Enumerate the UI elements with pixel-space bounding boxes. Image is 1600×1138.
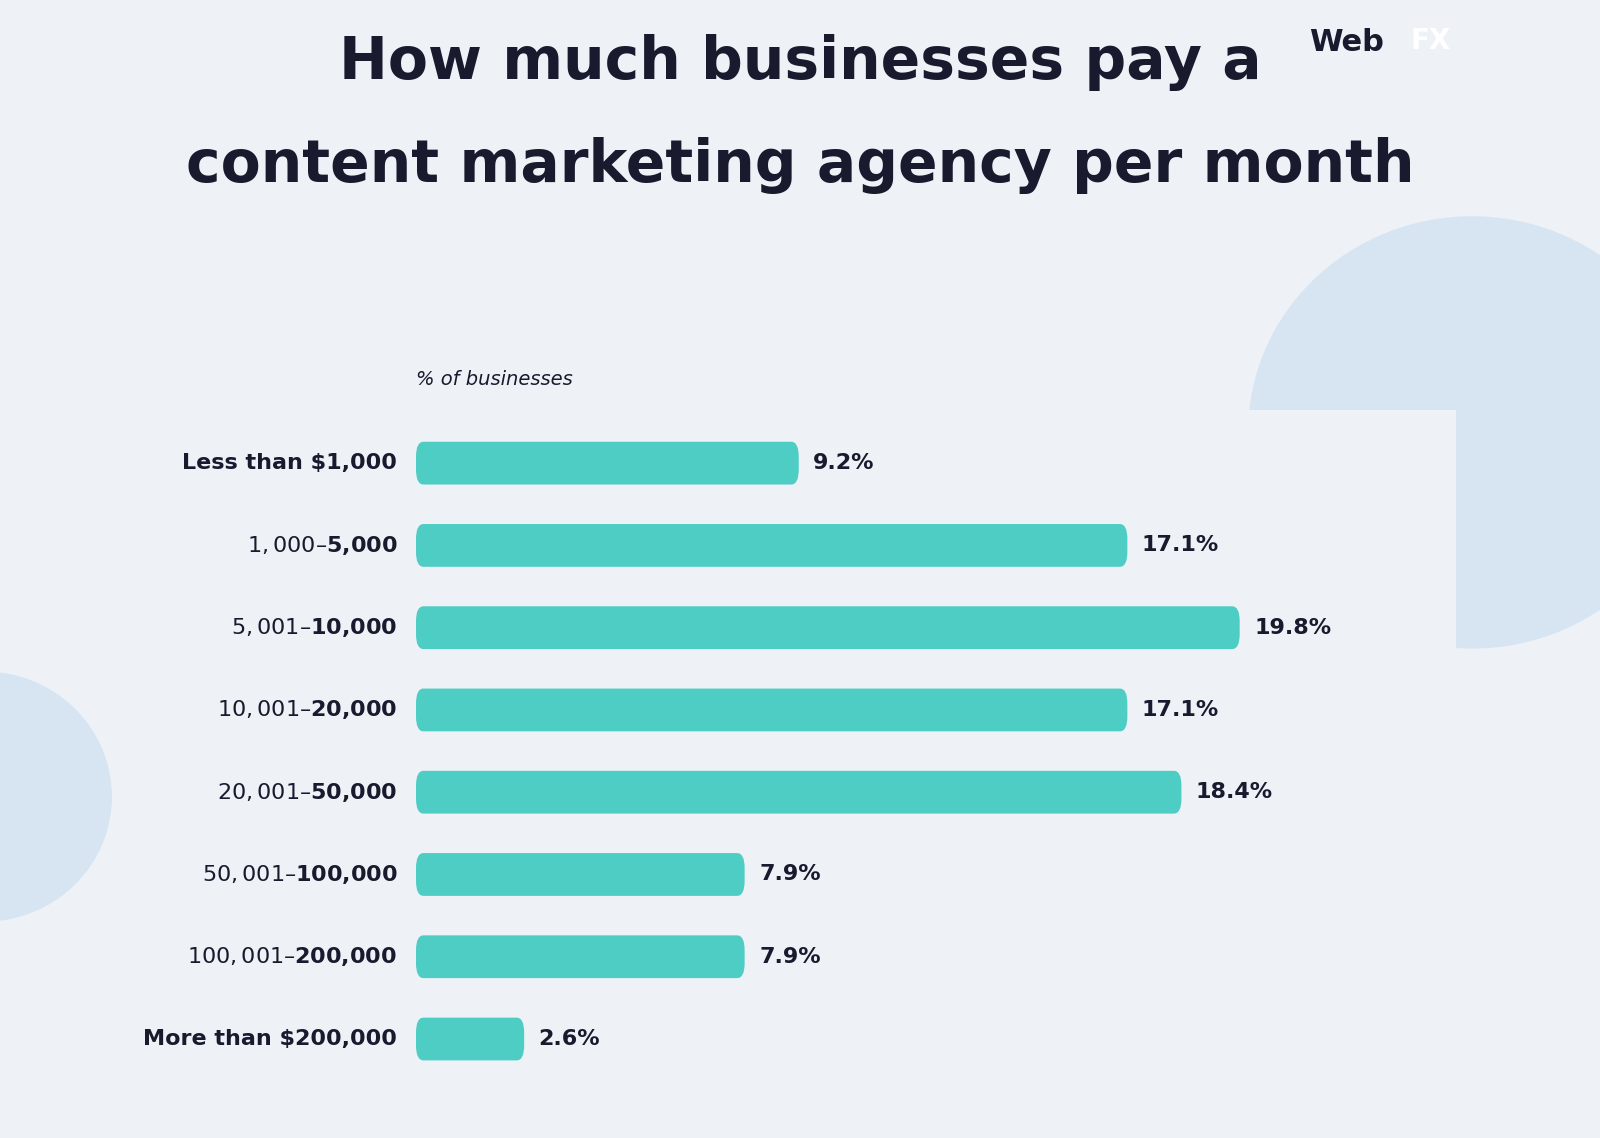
Text: $1,000 – $5,000: $1,000 – $5,000: [246, 534, 397, 556]
Text: content marketing agency per month: content marketing agency per month: [186, 137, 1414, 193]
Text: How much businesses pay a: How much businesses pay a: [339, 34, 1261, 91]
Text: $100,001 – $200,000: $100,001 – $200,000: [187, 946, 397, 968]
Text: 19.8%: 19.8%: [1254, 618, 1331, 637]
Text: 17.1%: 17.1%: [1142, 700, 1219, 720]
FancyBboxPatch shape: [416, 770, 1181, 814]
FancyBboxPatch shape: [416, 854, 744, 896]
Text: More than $200,000: More than $200,000: [144, 1029, 397, 1049]
Text: 7.9%: 7.9%: [760, 865, 821, 884]
FancyBboxPatch shape: [416, 523, 1128, 567]
Text: Less than $1,000: Less than $1,000: [182, 453, 397, 473]
Text: 17.1%: 17.1%: [1142, 535, 1219, 555]
FancyBboxPatch shape: [416, 1017, 525, 1061]
FancyBboxPatch shape: [416, 442, 798, 485]
Text: % of businesses: % of businesses: [416, 370, 573, 389]
FancyBboxPatch shape: [416, 688, 1128, 732]
Text: 9.2%: 9.2%: [813, 453, 875, 473]
FancyBboxPatch shape: [416, 935, 744, 979]
Text: Web: Web: [1309, 28, 1384, 57]
Text: 7.9%: 7.9%: [760, 947, 821, 967]
Text: $5,001 – $10,000: $5,001 – $10,000: [232, 616, 397, 640]
Text: 2.6%: 2.6%: [539, 1029, 600, 1049]
Text: $10,001 – $20,000: $10,001 – $20,000: [218, 699, 397, 721]
Text: FX: FX: [1410, 27, 1451, 55]
Text: $20,001 – $50,000: $20,001 – $50,000: [218, 781, 397, 803]
Text: 18.4%: 18.4%: [1197, 782, 1274, 802]
Text: $50,001 – $100,000: $50,001 – $100,000: [202, 863, 397, 887]
FancyBboxPatch shape: [416, 607, 1240, 649]
